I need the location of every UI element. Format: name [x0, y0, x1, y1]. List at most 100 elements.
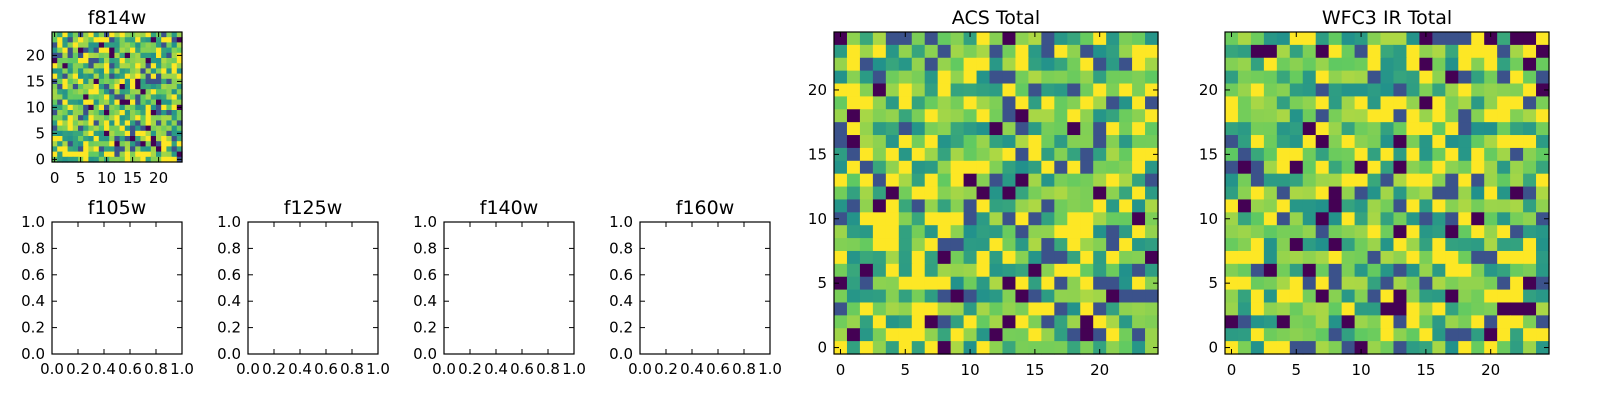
heatmap-cell [130, 104, 136, 111]
heatmap-cell [156, 58, 162, 64]
heatmap-cell [1028, 238, 1042, 252]
heatmap-cell [1002, 276, 1017, 291]
heatmap-cell [1523, 263, 1537, 278]
heatmap-cell [834, 44, 848, 59]
heatmap-cell [140, 94, 147, 101]
heatmap-cell [1067, 57, 1081, 72]
heatmap-cell [1458, 276, 1472, 291]
heatmap-cell [1432, 44, 1446, 59]
heatmap-cell [1341, 32, 1356, 46]
heatmap-cell [83, 89, 89, 95]
heatmap-cell [57, 84, 63, 90]
heatmap-cell [88, 125, 95, 132]
heatmap-cell [88, 141, 95, 147]
heatmap-cell [937, 328, 952, 342]
heatmap-cell [1510, 302, 1524, 316]
heatmap-cell [963, 160, 978, 175]
heatmap-cell [109, 115, 115, 121]
y-tick-label: 10 [1199, 210, 1218, 228]
heatmap-cell [872, 212, 887, 226]
heatmap-cell [1536, 96, 1550, 110]
heatmap-cell [67, 68, 74, 75]
heatmap-cell [1458, 70, 1472, 85]
heatmap-cell [1510, 122, 1524, 136]
heatmap-cell [1289, 44, 1304, 59]
heatmap-cell [119, 156, 126, 163]
heatmap-cell [872, 199, 887, 213]
heatmap-cell [963, 83, 978, 97]
heatmap-cell [1250, 70, 1265, 85]
heatmap-cell [1328, 315, 1343, 329]
heatmap-cell [1445, 199, 1459, 213]
heatmap-cell [1315, 250, 1330, 265]
heatmap-cell [1132, 250, 1146, 265]
heatmap-cell [1250, 225, 1265, 239]
heatmap-cell [1471, 96, 1485, 110]
heatmap-cell [950, 302, 965, 316]
heatmap-cell [1237, 147, 1252, 162]
heatmap-cell [150, 58, 157, 64]
heatmap-cell [124, 58, 131, 64]
heatmap-cell [1041, 57, 1055, 72]
heatmap-cell [911, 341, 926, 355]
heatmap-cell [1250, 147, 1265, 162]
heatmap-cell [72, 32, 79, 38]
heatmap-cell [1263, 147, 1278, 162]
heatmap-cell [93, 115, 100, 121]
heatmap-cell [1484, 122, 1498, 136]
heatmap-cell [1067, 238, 1081, 252]
heatmap-cell [156, 89, 162, 95]
heatmap-cell [1263, 199, 1278, 213]
heatmap-cell [135, 47, 141, 54]
heatmap-cell [150, 146, 157, 153]
heatmap-cell [1523, 302, 1537, 316]
heatmap-cell [52, 120, 58, 127]
heatmap-cell [1002, 173, 1017, 188]
heatmap-cell [1302, 199, 1317, 213]
heatmap-cell [1041, 225, 1055, 239]
heatmap-cell [161, 156, 167, 163]
heatmap-cell [145, 104, 152, 111]
heatmap-cell [1028, 212, 1042, 226]
heatmap-cell [93, 73, 100, 80]
heatmap-cell [872, 135, 887, 149]
heatmap-cell [83, 63, 89, 69]
heatmap-cell [130, 110, 136, 116]
heatmap-cell [145, 42, 152, 49]
heatmap-cell [166, 47, 173, 54]
heatmap-cell [140, 146, 147, 153]
heatmap-cell [1067, 315, 1081, 329]
heatmap-cell [1067, 96, 1081, 110]
heatmap-cell [1471, 289, 1485, 304]
heatmap-cell [1393, 302, 1408, 316]
heatmap-cell [171, 115, 178, 121]
heatmap-cell [1002, 122, 1017, 136]
heatmap-cell [1432, 315, 1446, 329]
heatmap-cell [1145, 70, 1159, 85]
heatmap-cell [150, 68, 157, 75]
heatmap-cell [1225, 250, 1239, 265]
heatmap-cell [989, 44, 1004, 59]
heatmap-cell [1276, 32, 1291, 46]
heatmap-cell [166, 115, 173, 121]
heatmap-cell [62, 84, 69, 90]
heatmap-cell [1458, 122, 1472, 136]
y-tick-label: 0.2 [21, 319, 45, 337]
heatmap-cell [846, 96, 861, 110]
y-tick-label: 0.6 [217, 266, 241, 284]
heatmap-cell [119, 78, 126, 85]
heatmap-cell [57, 99, 63, 106]
heatmap-cell [150, 63, 157, 69]
heatmap-cell [1406, 57, 1420, 72]
heatmap-cell [1471, 83, 1485, 97]
heatmap-cell [135, 146, 141, 153]
heatmap-cell [1302, 328, 1317, 342]
heatmap-cell [1367, 289, 1382, 304]
heatmap-cell [1432, 135, 1446, 149]
heatmap-cell [1132, 160, 1146, 175]
heatmap-cell [1145, 32, 1159, 46]
heatmap-cell [1536, 83, 1550, 97]
heatmap-cell [1354, 276, 1369, 291]
heatmap-cell [1132, 109, 1146, 123]
heatmap-cell [846, 44, 861, 59]
